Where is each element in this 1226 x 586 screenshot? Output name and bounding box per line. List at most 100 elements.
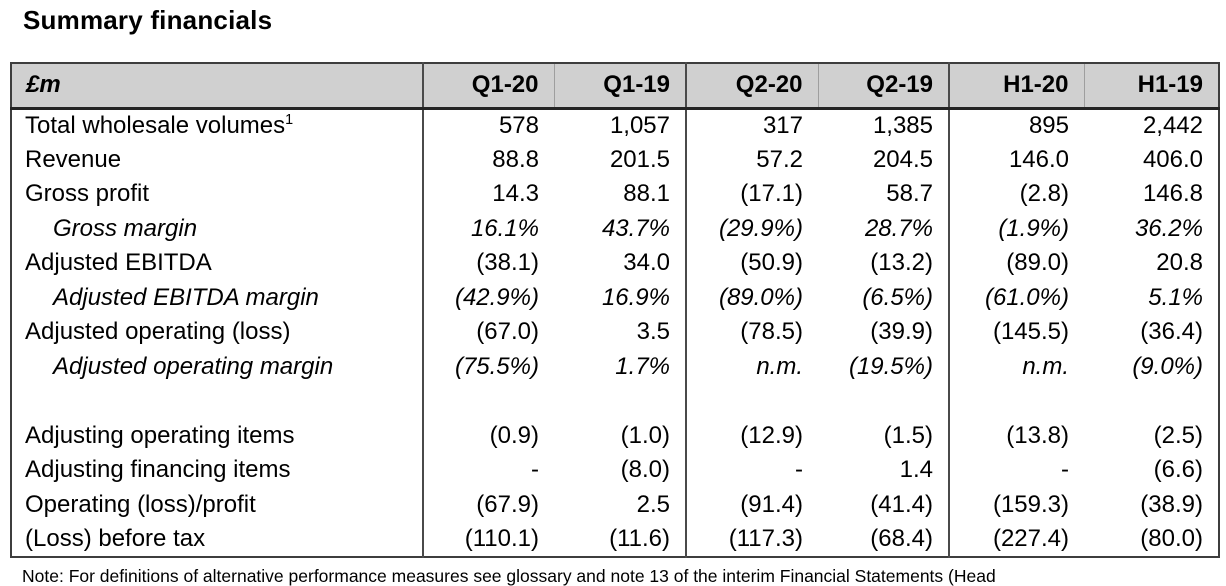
value-cell: (110.1) bbox=[422, 522, 554, 557]
table-row: Gross margin 16.1% 43.7% (29.9%) 28.7% (1.9%)… bbox=[11, 211, 1219, 247]
value-cell: (91.4) bbox=[685, 487, 818, 522]
value-cell: - bbox=[948, 453, 1084, 488]
value-cell: (89.0) bbox=[948, 246, 1084, 281]
value-cell: 88.8 bbox=[422, 142, 554, 177]
value-cell: (2.5) bbox=[1153, 421, 1203, 449]
row-label-cell: Adjusting financing items bbox=[11, 453, 423, 488]
value-cell: - bbox=[685, 453, 818, 488]
row-label: Adjusting financing items bbox=[25, 456, 291, 484]
value-cell: n.m. bbox=[948, 349, 1084, 384]
value-cell: (19.5%) bbox=[848, 352, 933, 380]
value-cell: 204.5 bbox=[872, 145, 933, 173]
value-cell: (36.4) bbox=[1140, 318, 1203, 346]
row-label: Adjusting operating items bbox=[25, 421, 295, 449]
value-cell: - bbox=[422, 453, 554, 488]
value-cell: (6.5%) bbox=[862, 283, 933, 311]
value-cell: 5.1% bbox=[1148, 283, 1203, 311]
value-cell: (17.1) bbox=[685, 177, 818, 212]
value-cell bbox=[554, 384, 686, 419]
value-cell: 406.0 bbox=[1142, 145, 1203, 173]
value-cell: 578 bbox=[422, 108, 554, 143]
value-cell: (67.9) bbox=[422, 487, 554, 522]
value-cell bbox=[685, 384, 818, 419]
value-cell: (9.0%) bbox=[1132, 352, 1203, 380]
value-cell: (50.9) bbox=[685, 246, 818, 281]
value-cell: (12.9) bbox=[685, 418, 818, 453]
value-cell bbox=[948, 384, 1084, 419]
value-cell: (42.9%) bbox=[422, 280, 554, 315]
row-label: Adjusted EBITDA margin bbox=[53, 283, 319, 311]
column-header-h1-19: H1-19 bbox=[1083, 63, 1219, 110]
row-label-cell: Total wholesale volumes1 bbox=[11, 108, 423, 143]
value-cell: 895 bbox=[948, 108, 1084, 143]
table-row: Gross profit 14.3 88.1 (17.1) 58.7 (2.8) 146.8 bbox=[11, 177, 1219, 212]
table-row: Adjusted EBITDA (38.1) 34.0 (50.9) (13.2) (89… bbox=[11, 246, 1219, 281]
row-label-cell: Adjusted EBITDA margin bbox=[11, 281, 423, 316]
value-cell: 28.7% bbox=[864, 214, 933, 242]
table-row: Revenue 88.8 201.5 57.2 204.5 146.0 406.0 bbox=[11, 142, 1219, 177]
row-label: Total wholesale volumes bbox=[25, 112, 286, 139]
value-cell: 88.1 bbox=[623, 180, 670, 208]
value-cell: 3.5 bbox=[636, 318, 670, 346]
value-cell: (38.9) bbox=[1140, 490, 1203, 518]
value-cell: 2.5 bbox=[636, 490, 670, 518]
table-row: Adjusted operating margin (75.5%) 1.7% n.m.… bbox=[11, 349, 1219, 384]
value-cell: 20.8 bbox=[1156, 249, 1203, 277]
value-cell bbox=[1084, 384, 1219, 419]
value-cell: 1,057 bbox=[609, 112, 670, 139]
header-row: £m Q1-20 Q1-19 Q2-20 Q2-19 H1-20 H1-19 bbox=[11, 63, 1219, 110]
value-cell: (41.4) bbox=[870, 490, 933, 518]
value-cell: 43.7% bbox=[601, 214, 670, 242]
value-cell: (29.9%) bbox=[685, 211, 818, 246]
value-cell: 146.0 bbox=[948, 142, 1084, 177]
value-cell bbox=[422, 384, 554, 419]
value-cell: 34.0 bbox=[623, 249, 670, 277]
value-cell: (0.9) bbox=[422, 418, 554, 453]
row-label-cell: Gross margin bbox=[11, 212, 423, 247]
value-cell: (75.5%) bbox=[422, 349, 554, 384]
spacer-row bbox=[11, 384, 1219, 419]
value-cell: (1.5) bbox=[883, 421, 933, 449]
value-cell: 36.2% bbox=[1134, 214, 1203, 242]
value-cell: (39.9) bbox=[870, 318, 933, 346]
value-cell: 14.3 bbox=[422, 177, 554, 212]
value-cell: (117.3) bbox=[685, 522, 818, 557]
value-cell: 2,442 bbox=[1142, 112, 1203, 139]
column-header-h1-20: H1-20 bbox=[948, 63, 1084, 110]
footnote-marker: 1 bbox=[285, 112, 294, 128]
row-label: Revenue bbox=[25, 145, 122, 173]
value-cell: 317 bbox=[685, 108, 818, 143]
table-header: £m Q1-20 Q1-19 Q2-20 Q2-19 H1-20 H1-19 bbox=[11, 63, 1219, 110]
value-cell: (145.5) bbox=[948, 315, 1084, 350]
value-cell: (67.0) bbox=[422, 315, 554, 350]
row-label: Adjusted operating margin bbox=[53, 352, 334, 380]
value-cell: (1.9%) bbox=[948, 211, 1084, 246]
value-cell: (80.0) bbox=[1140, 524, 1203, 552]
value-cell: (6.6) bbox=[1153, 456, 1203, 484]
value-cell: (13.2) bbox=[870, 249, 933, 277]
column-header-q2-19: Q2-19 bbox=[817, 63, 949, 110]
row-label-cell: Gross profit bbox=[11, 177, 423, 212]
value-cell: 58.7 bbox=[886, 180, 933, 208]
table-body: Total wholesale volumes1 578 1,057 317 1,385… bbox=[11, 108, 1219, 557]
value-cell: (159.3) bbox=[948, 487, 1084, 522]
table-row: Adjusted operating (loss) (67.0) 3.5 (78.5)… bbox=[11, 315, 1219, 350]
value-cell: (227.4) bbox=[948, 522, 1084, 557]
value-cell: (13.8) bbox=[948, 418, 1084, 453]
row-label: Gross profit bbox=[25, 180, 150, 208]
value-cell: (68.4) bbox=[870, 524, 933, 552]
value-cell: (38.1) bbox=[422, 246, 554, 281]
row-label: Gross margin bbox=[53, 214, 198, 242]
row-label-cell: Adjusting operating items bbox=[11, 419, 423, 454]
row-label: (Loss) before tax bbox=[25, 524, 206, 552]
page-title: Summary financials bbox=[23, 5, 273, 35]
value-cell: 201.5 bbox=[609, 145, 670, 173]
row-label: Adjusted EBITDA bbox=[25, 249, 212, 277]
value-cell: (11.6) bbox=[609, 524, 670, 552]
table-row: Adjusting operating items (0.9) (1.0) (12.9… bbox=[11, 418, 1219, 454]
summary-financials-table: £m Q1-20 Q1-19 Q2-20 Q2-19 H1-20 H1-19 T… bbox=[10, 62, 1220, 558]
value-cell: 146.8 bbox=[1142, 180, 1203, 208]
table-row: Operating (loss)/profit (67.9) 2.5 (91.4) (4… bbox=[11, 487, 1219, 522]
value-cell bbox=[818, 384, 949, 419]
table-row: Adjusting financing items - (8.0) -1.4- (6.6… bbox=[11, 453, 1219, 488]
